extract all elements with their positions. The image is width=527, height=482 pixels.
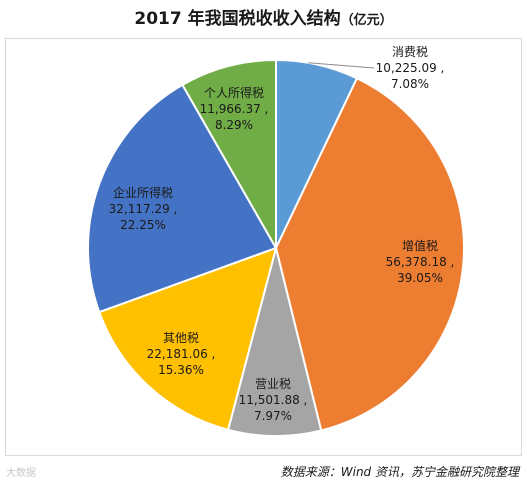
slice-label-consumption-tax-name: 消费税 [392,45,428,59]
chart-title: 2017 年我国税收收入结构（亿元） [0,4,527,29]
slice-labels: 消费税 10,225.09 , 7.08% 增值税 56,378.18 , 39.05% 营… [109,45,455,423]
chart-frame [5,38,522,456]
slice-label-value-added-tax-name: 增值税 [402,238,438,253]
slice-label-consumption-tax-value: 10,225.09 , [376,61,445,75]
slice-label-business-tax-name: 营业税 [255,377,291,391]
pie-slice-other-taxes [97,246,278,432]
slice-label-corporate-income-tax-value: 32,117.29 , [109,202,178,216]
leader-line-consumption-tax [308,62,375,69]
watermark: 大数据 [6,468,36,479]
leader-lines [308,62,375,69]
slice-label-personal-income-tax-name: 个人所得税 [204,85,264,100]
slice-label-other-taxes-value: 22,181.06 , [147,347,216,361]
pie-slice-corporate-income-tax [87,83,278,314]
slice-label-corporate-income-tax-percent: 22.25% [120,218,166,232]
chart-title-text: 2017 年我国税收收入结构 [134,9,341,29]
slice-label-business-tax-percent: 7.97% [254,409,292,423]
pie-slice-business-tax [226,247,323,437]
slice-label-value-added-tax-percent: 39.05% [397,271,443,285]
source-note: 数据来源：Wind 资讯，苏宁金融研究院整理 [280,465,519,479]
slice-label-personal-income-tax-value: 11,966.37 , [200,102,269,116]
pie-slice-value-added-tax [274,76,465,432]
slice-label-business-tax-value: 11,501.88 , [239,393,308,407]
chart-title-unit: （亿元） [340,13,393,28]
slice-label-other-taxes-name: 其他税 [163,331,199,345]
slice-label-other-taxes-percent: 15.36% [158,363,204,377]
pie-slice-personal-income-tax [181,58,277,252]
slice-label-value-added-tax-value: 56,378.18 , [386,255,455,269]
pie-slices [87,58,465,437]
slice-label-consumption-tax-percent: 7.08% [391,77,429,91]
slice-label-corporate-income-tax-name: 企业所得税 [113,185,173,200]
slice-label-personal-income-tax-percent: 8.29% [215,118,253,132]
